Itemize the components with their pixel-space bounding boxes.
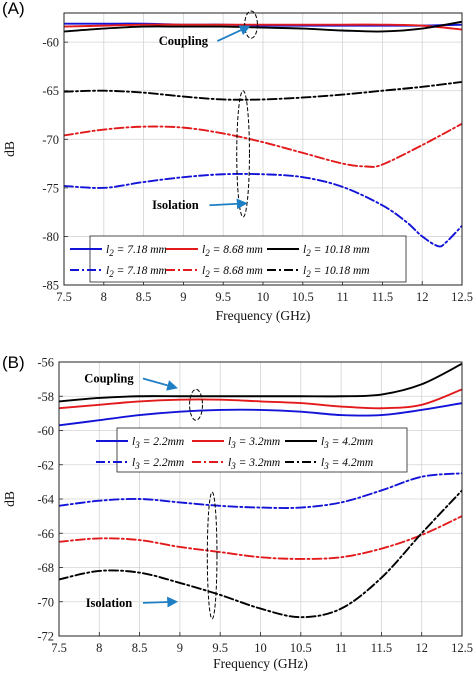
panel-b-y-tick-label: -72 xyxy=(37,630,54,644)
panel-b-x-tick-label: 7.5 xyxy=(51,641,67,655)
panel-a-x-tick-label: 8 xyxy=(101,290,107,304)
panel-a-legend-entry: l2 = 7.18 mm xyxy=(106,244,167,258)
panel-b-y-tick-label: -66 xyxy=(37,527,54,541)
panel-b-legend-entry: l3 = 2.2mm xyxy=(132,457,184,471)
panel-a-y-tick-label: -85 xyxy=(42,279,59,293)
panel-b-legend-entry: l3 = 4.2mm xyxy=(321,457,373,471)
panel-b-y-axis-title: dB xyxy=(2,491,17,507)
panel-b-annotation-ellipse xyxy=(189,388,203,421)
panel-a-y-tick-label: -80 xyxy=(42,230,59,244)
panel-a-legend-entry: l2 = 8.68 mm xyxy=(202,244,263,258)
panel-a-y-tick-label: -70 xyxy=(42,133,59,147)
panel-a-x-tick-label: 9.5 xyxy=(215,290,231,304)
panel-b-series-line: l3 = 4.2mm (coupling) xyxy=(59,362,462,403)
panel-b-legend-entry: l3 = 4.2mm xyxy=(321,436,373,450)
panel-b-legend-entry: l3 = 2.2mm xyxy=(132,436,184,450)
panel-b-y-tick-label: -58 xyxy=(37,390,54,404)
panel-a-annotation-label: Isolation xyxy=(152,198,199,212)
panel-a-legend-entry: l2 = 10.18 mm xyxy=(303,244,370,258)
panel-a-x-tick-label: 10.5 xyxy=(292,290,314,304)
panel-b-x-tick-label: 9.5 xyxy=(212,641,228,655)
panel-a-annotation-ellipse xyxy=(236,90,250,218)
panel-b-y-tick-label: -70 xyxy=(37,595,54,609)
panel-a-legend-entry: l2 = 8.68 mm xyxy=(202,265,263,279)
panel-b-panel-label: (B) xyxy=(2,353,25,372)
panel-b-x-tick-label: 8.5 xyxy=(132,641,148,655)
panel-b-y-tick-label: -64 xyxy=(37,493,54,507)
panel-b-legend-entry: l3 = 3.2mm xyxy=(228,436,280,450)
panel-b-annotation-arrow xyxy=(142,377,178,391)
panel-b-y-tick-label: -62 xyxy=(37,458,54,472)
panel-b-x-tick-label: 12.5 xyxy=(451,641,473,655)
panel-a-y-tick-label: -65 xyxy=(42,84,59,98)
panel-a-y-tick-label: -75 xyxy=(42,181,59,195)
panel-a-legend-entry: l2 = 7.18 mm xyxy=(106,265,167,279)
panel-a-chart: 7.5 8 8.5 9 9.5 10 10.5 11 11.5 12 12.5 -60 -65 -70 -7… xyxy=(2,0,473,323)
panel-a-series-line: l2 = 7.18 mm (isolation) xyxy=(64,172,462,248)
panel-b-y-tick-label: -68 xyxy=(37,561,54,575)
panel-b-x-tick-label: 12 xyxy=(415,641,428,655)
panel-a-x-axis-title: Frequency (GHz) xyxy=(216,308,311,323)
panel-a-series-group: l2 = 7.18 mm (coupling)l2 = 8.68 mm (cou… xyxy=(64,20,462,248)
panel-b-series-line: l3 = 3.2mm (isolation) xyxy=(59,515,462,560)
panel-a-series-line: l2 = 10.18 mm (isolation) xyxy=(64,81,462,101)
panel-a-annotation-arrow xyxy=(217,25,251,42)
panel-b-x-tick-label: 8 xyxy=(96,641,102,655)
panel-a-x-tick-label: 12.5 xyxy=(451,290,473,304)
panel-a-axes-frame xyxy=(63,12,463,286)
panel-b-chart: 7.5 8 8.5 9 9.5 10 10.5 11 11.5 12 12.5 -56 -58 -60 -6… xyxy=(2,353,473,671)
panel-b-y-tick-label: -60 xyxy=(37,424,54,438)
panel-a-x-tick-label: 9 xyxy=(180,290,186,304)
panel-b-series-line: l3 = 2.2mm (isolation) xyxy=(59,472,462,509)
panel-a-x-tick-label: 7.5 xyxy=(56,290,72,304)
panel-a-annotation-label: Coupling xyxy=(159,34,209,48)
panel-a-x-tick-label: 10 xyxy=(257,290,270,304)
panel-b-series-line: l3 = 4.2mm (isolation) xyxy=(59,489,462,619)
panel-a-x-tick-label: 12 xyxy=(416,290,429,304)
panel-b-x-tick-label: 10 xyxy=(254,641,267,655)
panel-b-annotation-label: Isolation xyxy=(86,596,133,610)
panel-a-y-axis-title: dB xyxy=(2,141,17,157)
panel-a-x-tick-label: 11.5 xyxy=(372,290,393,304)
panel-b-x-tick-label: 11 xyxy=(335,641,347,655)
panel-b-legend: l3 = 2.2mm l3 = 3.2mm l3 = 4.2mm l3 = 2.2mm… xyxy=(96,427,408,473)
panel-b-y-tick-label: -56 xyxy=(37,356,54,370)
panel-b-x-tick-label: 10.5 xyxy=(290,641,312,655)
panel-a-x-tick-label: 8.5 xyxy=(136,290,152,304)
panel-b-annotation-arrow xyxy=(142,596,179,608)
panel-a-series-line: l2 = 10.18 mm (coupling) xyxy=(64,20,462,33)
panel-b-annotation-ellipse xyxy=(206,491,218,620)
panel-a-x-tick-label: 11 xyxy=(337,290,349,304)
panel-a-legend-box xyxy=(89,235,407,283)
panel-b-series-line: l3 = 3.2mm (coupling) xyxy=(59,388,462,410)
panel-a-legend: l2 = 7.18 mm l2 = 8.68 mm l2 = 10.18 mm l2 … xyxy=(70,235,407,283)
panel-a-series-line: l2 = 8.68 mm (isolation) xyxy=(64,122,462,168)
panel-a-panel-label: (A) xyxy=(2,0,25,18)
panel-a-legend-entry: l2 = 10.18 mm xyxy=(303,265,370,279)
panel-b-legend-entry: l3 = 3.2mm xyxy=(228,457,280,471)
panel-b-annotation-label: Coupling xyxy=(84,372,134,386)
panel-a-annotation-ellipse xyxy=(244,10,258,39)
panel-b-legend-box xyxy=(116,427,408,473)
panel-b-x-axis-title: Frequency (GHz) xyxy=(213,656,308,671)
panel-a-y-tick-label: -60 xyxy=(42,36,59,50)
panel-a-annotation-arrow xyxy=(209,198,248,210)
panel-b-series-group: l3 = 2.2mm (coupling)l3 = 3.2mm (couplin… xyxy=(59,362,462,619)
panel-b-axes-frame xyxy=(58,361,463,637)
panel-b-x-tick-label: 9 xyxy=(177,641,183,655)
panel-b-x-tick-label: 11.5 xyxy=(371,641,392,655)
panel-a-series-line: l2 = 8.68 mm (coupling) xyxy=(64,23,462,31)
panel-b-series-line: l3 = 2.2mm (coupling) xyxy=(59,402,462,427)
